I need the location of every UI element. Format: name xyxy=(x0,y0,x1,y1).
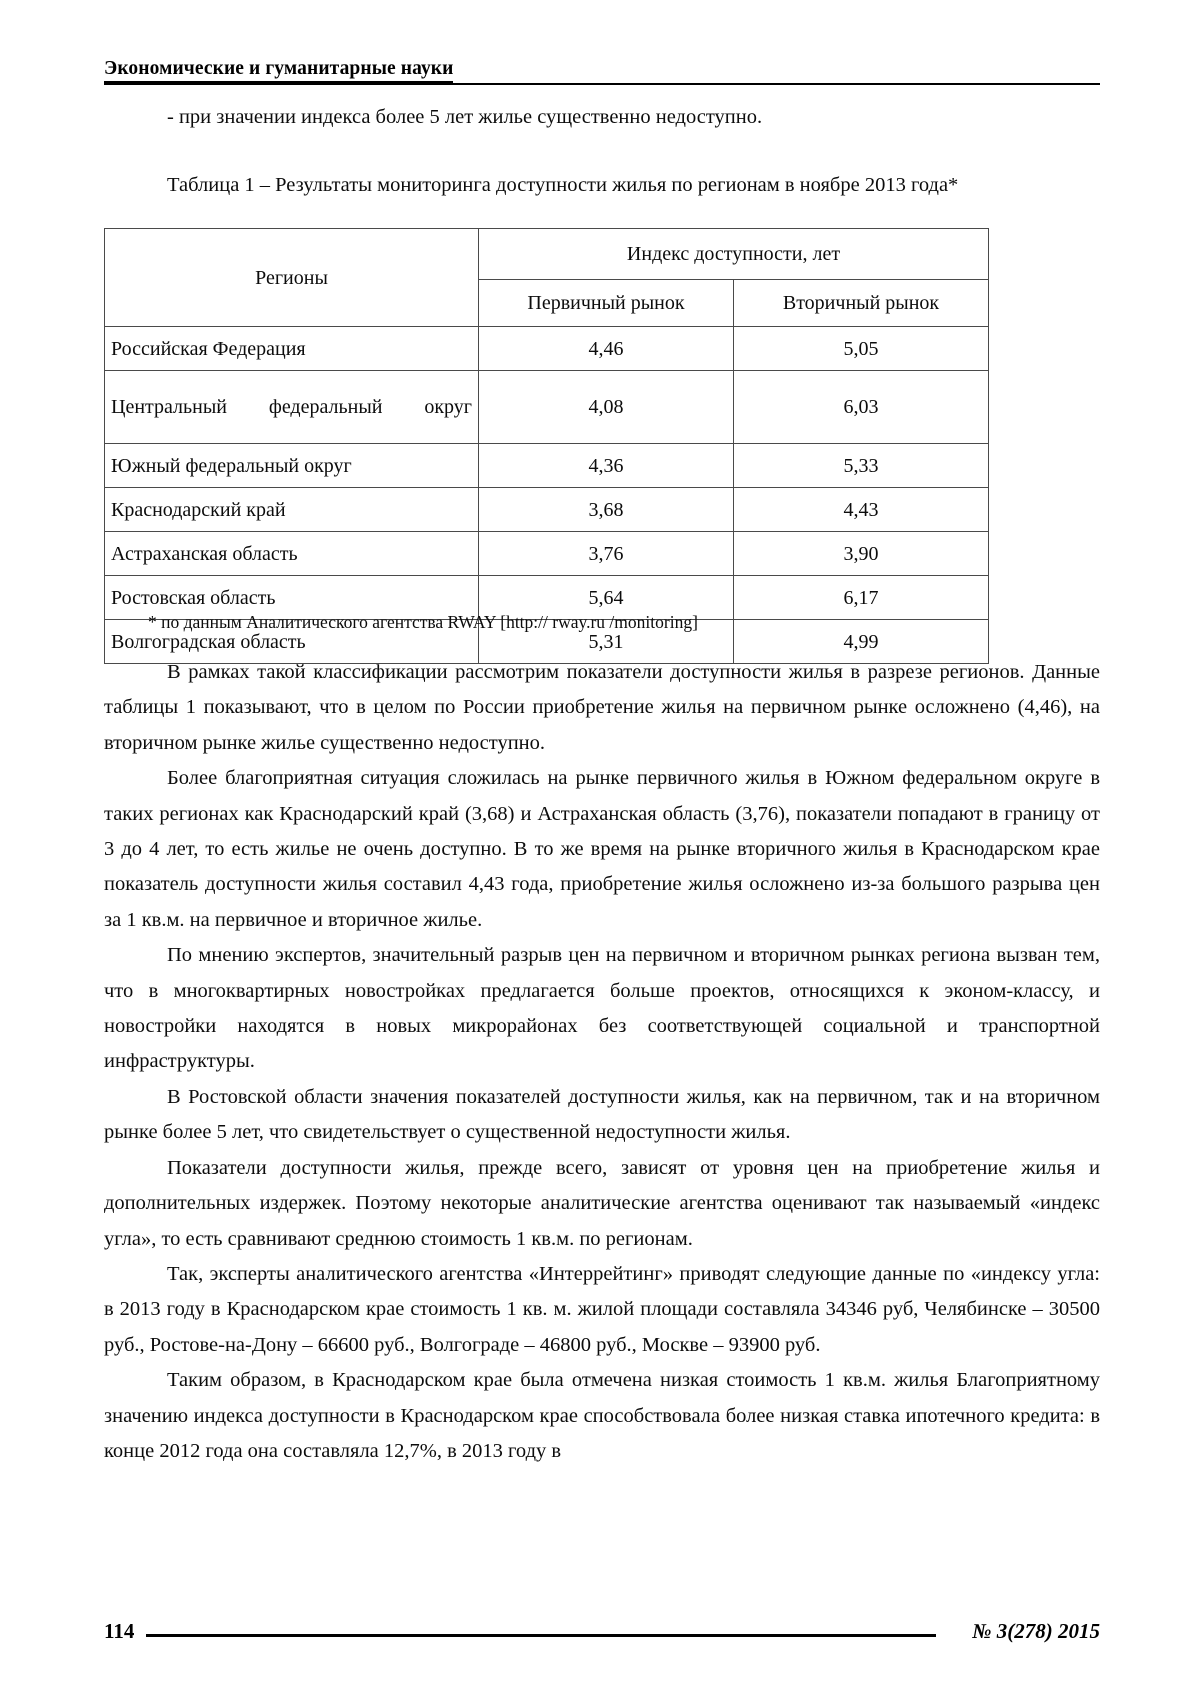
availability-index-table: Регионы Индекс доступности, лет Первичны… xyxy=(104,228,989,664)
table-header-primary-market: Первичный рынок xyxy=(478,279,734,327)
table-cell-secondary: 6,03 xyxy=(733,370,989,444)
table-cell-primary: 3,76 xyxy=(478,531,734,576)
table-row: Ростовская область 5,64 6,17 xyxy=(104,575,989,620)
table-cell-region: Южный федеральный округ xyxy=(104,443,479,488)
table-row: Южный федеральный округ 4,36 5,33 xyxy=(104,443,989,488)
table-cell-secondary: 3,90 xyxy=(733,531,989,576)
table-row: Краснодарский край 3,68 4,43 xyxy=(104,487,989,532)
running-head-rule xyxy=(104,83,1100,85)
table-header-row-sub: Первичный рынок Вторичный рынок xyxy=(105,279,989,327)
issue-label: № 3(278) 2015 xyxy=(972,1619,1100,1643)
lead-paragraph: - при значении индекса более 5 лет жилье… xyxy=(167,106,763,128)
table-cell-region: Российская Федерация xyxy=(104,326,479,371)
table-cell-secondary: 5,05 xyxy=(733,326,989,371)
running-head-title: Экономические и гуманитарные науки xyxy=(104,58,454,83)
paragraph: Так, эксперты аналитического агентства «… xyxy=(104,1262,1100,1356)
paragraph: По мнению экспертов, значительный разрыв… xyxy=(104,944,1100,1073)
table-cell-region: Волгоградская область xyxy=(104,619,479,664)
table-row: Российская Федерация 4,46 5,05 xyxy=(104,326,989,371)
paragraph: Более благоприятная ситуация сложилась н… xyxy=(104,767,1100,931)
page-number: 114 xyxy=(104,1619,135,1643)
table-cell-primary: 4,36 xyxy=(478,443,734,488)
table-header-regions: Регионы xyxy=(104,228,479,327)
table-header-row-top: Регионы Индекс доступности, лет xyxy=(104,228,989,327)
table-cell-primary: 5,64 xyxy=(478,575,734,620)
body-content: В рамках такой классификации рассмотрим … xyxy=(104,655,1100,1469)
availability-index-table-wrap: Регионы Индекс доступности, лет Первичны… xyxy=(104,228,989,664)
table-cell-primary: 4,08 xyxy=(478,370,734,444)
paragraph: В рамках такой классификации рассмотрим … xyxy=(104,661,1100,754)
running-head: Экономические и гуманитарные науки xyxy=(104,58,1100,88)
table-cell-primary: 5,31 xyxy=(478,619,734,664)
table-caption: Таблица 1 – Результаты мониторинга досту… xyxy=(167,174,959,196)
table-footnote: * по данным Аналитического агентства RWA… xyxy=(148,612,698,632)
table-cell-secondary: 4,43 xyxy=(733,487,989,532)
paragraph: Показатели доступности жилья, прежде все… xyxy=(104,1156,1100,1250)
table-cell-region: Центральный федеральный округ xyxy=(104,370,479,444)
paragraph: В Ростовской области значения показателе… xyxy=(104,1085,1100,1144)
page-footer: 114 № 3(278) 2015 xyxy=(104,1618,1100,1648)
table-cell-primary: 4,46 xyxy=(478,326,734,371)
table-row: Волгоградская область 5,31 4,99 xyxy=(104,619,989,664)
table-cell-region: Астраханская область xyxy=(104,531,479,576)
table-header-secondary-market: Вторичный рынок xyxy=(733,279,989,327)
table-cell-region: Краснодарский край xyxy=(104,487,479,532)
table-cell-secondary: 6,17 xyxy=(733,575,989,620)
table-row: Астраханская область 3,76 3,90 xyxy=(104,531,989,576)
table-header-index-group: Индекс доступности, лет xyxy=(478,228,989,280)
table-cell-primary: 3,68 xyxy=(478,487,734,532)
table-cell-secondary: 4,99 xyxy=(733,619,989,664)
table-cell-secondary: 5,33 xyxy=(733,443,989,488)
table-row: Центральный федеральный округ 4,08 6,03 xyxy=(104,370,989,444)
paragraph: Таким образом, в Краснодарском крае была… xyxy=(104,1369,1100,1462)
footer-rule xyxy=(146,1634,936,1637)
